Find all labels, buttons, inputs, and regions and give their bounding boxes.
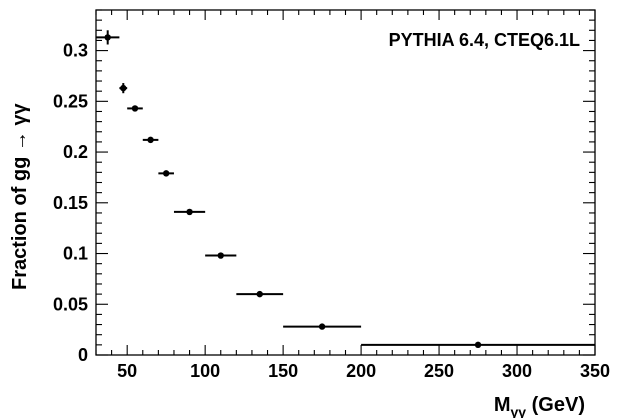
x-tick-label: 350 bbox=[580, 361, 610, 381]
plot-frame bbox=[95, 9, 596, 356]
data-point bbox=[361, 341, 595, 349]
axis-tick-labels: 50 100 150 200 250 300 350 0 0.05 0.1 0.15 0.2 0.25 0… bbox=[53, 41, 610, 381]
data-points bbox=[96, 30, 595, 349]
x-axis-title-unit: (GeV) bbox=[526, 394, 585, 416]
x-axis-title: Mγγ (GeV) bbox=[494, 394, 585, 418]
y-tick-label: 0.1 bbox=[63, 244, 88, 264]
data-point bbox=[127, 105, 143, 112]
data-point bbox=[283, 323, 362, 330]
x-tick-label: 150 bbox=[268, 361, 298, 381]
point-marker bbox=[474, 341, 482, 349]
point-marker bbox=[162, 170, 170, 177]
point-marker bbox=[104, 34, 111, 41]
x-tick-label: 200 bbox=[346, 361, 376, 381]
y-tick-label: 0.2 bbox=[63, 142, 88, 162]
y-tick-label: 0.25 bbox=[53, 91, 88, 111]
point-marker bbox=[147, 136, 154, 144]
point-marker bbox=[120, 84, 127, 92]
x-tick-label: 100 bbox=[190, 361, 220, 381]
point-marker bbox=[217, 252, 224, 259]
annotation-text: PYTHIA 6.4, CTEQ6.1L bbox=[389, 30, 580, 50]
point-marker bbox=[186, 208, 193, 216]
point-marker bbox=[131, 105, 139, 112]
axis-ticks bbox=[95, 9, 596, 356]
y-tick-label: 0.15 bbox=[53, 193, 88, 213]
data-point bbox=[205, 252, 237, 259]
data-point bbox=[173, 208, 206, 216]
point-marker bbox=[318, 323, 326, 330]
y-tick-label: 0 bbox=[78, 345, 88, 365]
point-marker bbox=[256, 290, 263, 298]
data-point bbox=[236, 290, 284, 298]
x-axis-title-main: M bbox=[494, 394, 511, 416]
data-point bbox=[96, 30, 120, 45]
x-tick-label: 250 bbox=[424, 361, 454, 381]
x-axis-title-subscript: γγ bbox=[511, 404, 527, 418]
y-axis-title: Fraction of gg → γγ bbox=[9, 102, 31, 290]
data-point bbox=[119, 83, 128, 94]
data-point bbox=[142, 136, 159, 144]
y-tick-label: 0.05 bbox=[53, 294, 88, 314]
x-tick-label: 300 bbox=[502, 361, 532, 381]
data-point bbox=[158, 170, 174, 177]
x-tick-label: 50 bbox=[117, 361, 137, 381]
y-tick-label: 0.3 bbox=[63, 41, 88, 61]
